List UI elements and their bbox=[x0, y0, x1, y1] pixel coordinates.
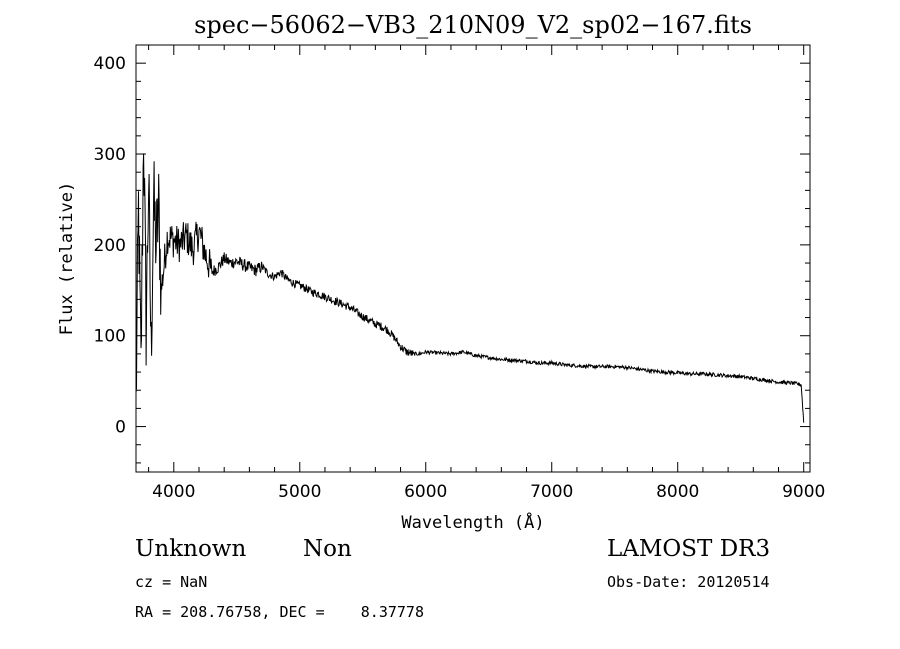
observation-date: Obs-Date: 20120514 bbox=[607, 573, 770, 591]
chart-title: spec−56062−VB3_210N09_V2_sp02−167.fits bbox=[194, 11, 752, 39]
x-tick-label: 9000 bbox=[782, 482, 825, 502]
survey-name: LAMOST DR3 bbox=[607, 536, 771, 562]
x-axis-label: Wavelength (Å) bbox=[401, 511, 544, 533]
object-class: Unknown bbox=[135, 536, 247, 562]
tick-labels: 4000 5000 6000 7000 8000 9000 0 100 200 300 400 bbox=[94, 54, 826, 502]
axis-ticks bbox=[136, 44, 810, 472]
spectrum-line bbox=[135, 153, 805, 423]
y-tick-label: 0 bbox=[115, 418, 126, 438]
y-axis-label: Flux (relative) bbox=[57, 182, 77, 336]
object-subclass: Non bbox=[303, 536, 352, 562]
y-tick-label: 400 bbox=[94, 54, 126, 74]
ra-dec-coordinates: RA = 208.76758, DEC = 8.37778 bbox=[135, 603, 424, 621]
redshift-cz: cz = NaN bbox=[135, 573, 208, 591]
x-tick-label: 6000 bbox=[404, 482, 447, 502]
x-tick-label: 5000 bbox=[278, 482, 321, 502]
plot-frame bbox=[135, 44, 811, 473]
y-tick-label: 300 bbox=[94, 145, 126, 165]
x-tick-label: 4000 bbox=[152, 482, 195, 502]
y-tick-label: 200 bbox=[94, 236, 126, 256]
x-tick-label: 8000 bbox=[656, 482, 699, 502]
y-tick-label: 100 bbox=[94, 327, 126, 347]
x-tick-label: 7000 bbox=[530, 482, 573, 502]
